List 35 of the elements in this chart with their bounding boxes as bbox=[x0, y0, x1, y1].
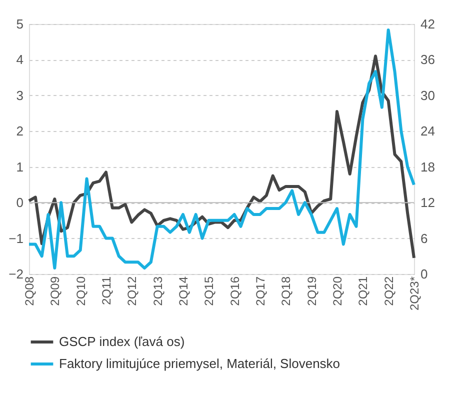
x-tick-label: 2Q18 bbox=[279, 276, 294, 306]
y-tick-label: 1 bbox=[16, 159, 24, 174]
x-tick-label: 2Q17 bbox=[254, 276, 268, 306]
x-tick-label: 2Q09 bbox=[48, 276, 62, 306]
x-tick-label: 2Q20 bbox=[330, 276, 344, 306]
y-tick-label: 5 bbox=[16, 16, 24, 32]
y2-tick-label: 6 bbox=[420, 230, 428, 246]
x-tick-label: 2Q12 bbox=[125, 276, 140, 306]
x-tick-label: 2Q11 bbox=[100, 276, 114, 305]
y-tick-label: 4 bbox=[16, 52, 24, 68]
x-tick-label: 2Q16 bbox=[228, 276, 242, 306]
x-tick-label: 2Q10 bbox=[74, 276, 88, 306]
y2-tick-label: 12 bbox=[420, 195, 435, 210]
y2-tick-label: 30 bbox=[420, 88, 435, 103]
x-tick-label: 2Q21 bbox=[356, 276, 370, 306]
x-tick-label: 2Q22 bbox=[382, 276, 396, 306]
x-tick-label: 2Q08 bbox=[22, 276, 36, 306]
y2-tick-label: 18 bbox=[420, 159, 435, 174]
y2-tick-label: 24 bbox=[420, 124, 435, 139]
line-series bbox=[28, 28, 416, 270]
legend-label: Faktory limitujúce priemysel, Materiál, Slovensko bbox=[59, 356, 340, 371]
x-tick-label: 2Q14 bbox=[176, 276, 190, 306]
y-tick-label: 0 bbox=[16, 195, 24, 210]
x-tick-label: 2Q15 bbox=[202, 276, 216, 306]
y-tick-label: 2 bbox=[16, 124, 24, 139]
legend-label: GSCP index (ľavá os) bbox=[59, 334, 185, 349]
x-tick-label: 2Q19 bbox=[304, 276, 319, 306]
x-tick-label: 2Q23* bbox=[408, 276, 422, 311]
y2-tick-label: 0 bbox=[420, 266, 428, 282]
y2-tick-label: 36 bbox=[420, 52, 435, 68]
x-tick-label: 2Q13 bbox=[150, 276, 165, 306]
y2-tick-label: 42 bbox=[420, 16, 435, 32]
y-tick-label: −2 bbox=[8, 266, 24, 282]
y-tick-label: 3 bbox=[16, 88, 24, 103]
y-tick-label: −1 bbox=[8, 230, 24, 246]
